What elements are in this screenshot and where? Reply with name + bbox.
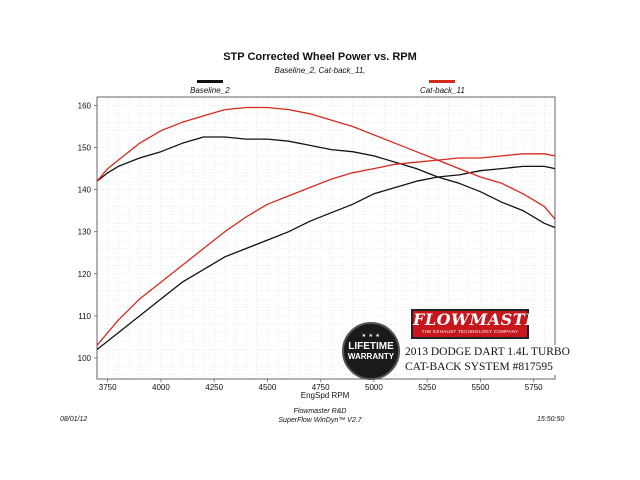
- y-tick-label: 110: [78, 312, 91, 321]
- y-tick-label: 120: [78, 270, 92, 279]
- plot-frame: [96, 96, 556, 380]
- flowmaster-logo: FLOWMASTER THE EXHAUST TECHNOLOGY COMPAN…: [411, 309, 552, 339]
- product-line2: CAT-BACK SYSTEM #817595: [405, 361, 553, 373]
- legend-item-baseline: Baseline_2: [190, 80, 230, 95]
- legend-label-catback: Cat-back_11: [420, 86, 465, 95]
- y-tick-label: 130: [78, 228, 92, 237]
- x-tick-label: 5500: [472, 383, 490, 392]
- y-tick-label: 100: [78, 354, 92, 363]
- chart-title: STP Corrected Wheel Power vs. RPM: [223, 51, 417, 63]
- badge-ring-text: ★ ★ ★: [361, 333, 381, 339]
- lifetime-warranty-badge: ★ ★ ★ LIFETIME WARRANTY: [342, 322, 400, 380]
- product-line1: 2013 DODGE DART 1.4L TURBO: [405, 346, 570, 358]
- legend-swatch-catback: [429, 80, 456, 83]
- logo-text: FLOWMASTER: [413, 310, 552, 329]
- x-tick-label: 5000: [365, 383, 383, 392]
- legend-item-catback: Cat-back_11: [420, 80, 465, 95]
- x-tick-label: 5750: [525, 383, 543, 392]
- x-tick-label: 5250: [418, 383, 436, 392]
- x-tick-label: 4250: [205, 383, 223, 392]
- legend-swatch-baseline: [196, 80, 223, 83]
- y-tick-label: 140: [78, 186, 92, 195]
- product-caption: 2013 DODGE DART 1.4L TURBO CAT-BACK SYST…: [405, 345, 570, 375]
- series-line-baseline-lower: [96, 165, 556, 351]
- x-tick-label: 4500: [259, 383, 277, 392]
- axis-ticks: 3750 4000 4250 4500 4750 5000 5250 5500 5750 100 1…: [78, 101, 544, 392]
- footer-time: 15:50:50: [537, 416, 565, 423]
- x-axis-label: EngSpd RPM: [301, 391, 350, 400]
- badge-line2: WARRANTY: [347, 352, 395, 361]
- logo-tagline: THE EXHAUST TECHNOLOGY COMPANY: [421, 329, 519, 334]
- x-tick-label: 3750: [99, 383, 117, 392]
- x-tick-label: 4750: [312, 383, 330, 392]
- chart-subtitle: Baseline_2, Cat-back_11,: [274, 66, 366, 75]
- series-line-catback-upper: [96, 106, 556, 220]
- badge-line1: LIFETIME: [348, 341, 394, 352]
- series-line-catback-lower: [96, 153, 556, 346]
- series-line-baseline-upper: [96, 136, 556, 229]
- footer-org: Flowmaster R&D: [293, 408, 347, 415]
- footer-date: 08/01/12: [60, 416, 88, 423]
- legend-label-baseline: Baseline_2: [190, 86, 230, 95]
- chart-lines: [96, 106, 556, 351]
- y-tick-label: 150: [78, 144, 92, 153]
- footer-software: SuperFlow WinDyn™ V2.7: [278, 417, 362, 424]
- y-tick-label: 160: [78, 101, 92, 110]
- x-tick-label: 4000: [152, 383, 170, 392]
